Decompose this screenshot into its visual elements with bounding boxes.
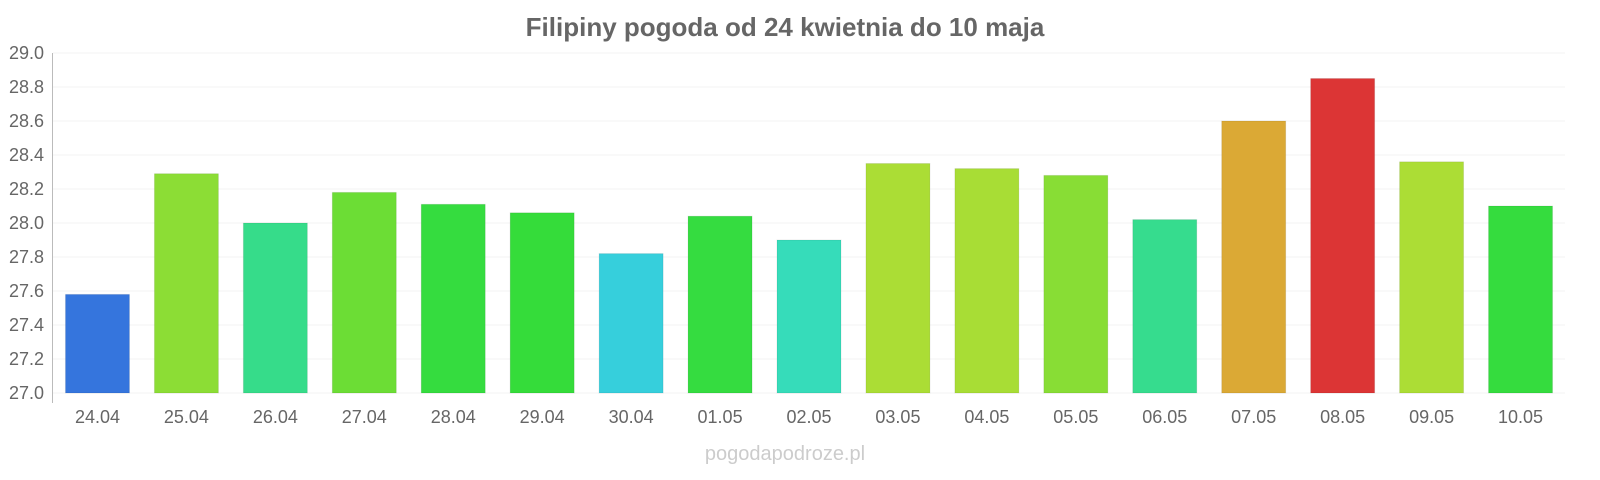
y-tick-label: 28.2 (9, 179, 44, 199)
bar-25.04 (153, 173, 219, 394)
bar-27.04 (331, 191, 397, 394)
bar-10.05 (1488, 205, 1554, 394)
watermark: pogodapodroze.pl (705, 443, 865, 465)
y-tick-label: 28.0 (9, 213, 44, 233)
bar-04.05 (954, 168, 1020, 394)
x-tick-label: 10.05 (1498, 407, 1543, 427)
x-tick-label: 03.05 (875, 407, 920, 427)
y-tick-label: 28.8 (9, 77, 44, 97)
x-tick-label: 09.05 (1409, 407, 1454, 427)
x-tick-label: 06.05 (1142, 407, 1187, 427)
x-tick-label: 29.04 (520, 407, 565, 427)
x-tick-label: 28.04 (431, 407, 476, 427)
x-tick-label: 04.05 (964, 407, 1009, 427)
x-tick-label: 25.04 (164, 407, 209, 427)
x-tick-label: 02.05 (786, 407, 831, 427)
y-tick-label: 27.4 (9, 315, 44, 335)
bar-28.04 (420, 203, 486, 394)
x-tick-label: 08.05 (1320, 407, 1365, 427)
y-tick-label: 29.0 (9, 43, 44, 63)
bar-03.05 (865, 163, 931, 394)
y-tick-label: 28.4 (9, 145, 44, 165)
x-tick-label: 30.04 (609, 407, 654, 427)
chart-title: Filipiny pogoda od 24 kwietnia do 10 maj… (526, 12, 1045, 42)
bar-06.05 (1132, 219, 1198, 394)
bar-01.05 (687, 215, 753, 394)
y-tick-label: 27.0 (9, 383, 44, 403)
x-tick-label: 07.05 (1231, 407, 1276, 427)
bar-09.05 (1399, 161, 1465, 394)
bar-05.05 (1043, 174, 1109, 394)
bar-07.05 (1221, 120, 1287, 394)
bar-26.04 (242, 222, 308, 394)
y-tick-label: 27.6 (9, 281, 44, 301)
bar-30.04 (598, 253, 664, 394)
bar-24.04 (64, 293, 130, 394)
y-tick-label: 27.8 (9, 247, 44, 267)
y-tick-label: 28.6 (9, 111, 44, 131)
bar-08.05 (1310, 78, 1376, 394)
x-tick-label: 01.05 (698, 407, 743, 427)
x-tick-label: 27.04 (342, 407, 387, 427)
bar-02.05 (776, 239, 842, 394)
y-tick-label: 27.2 (9, 349, 44, 369)
x-tick-label: 26.04 (253, 407, 298, 427)
x-tick-label: 24.04 (75, 407, 120, 427)
bar-29.04 (509, 212, 575, 394)
x-tick-label: 05.05 (1053, 407, 1098, 427)
